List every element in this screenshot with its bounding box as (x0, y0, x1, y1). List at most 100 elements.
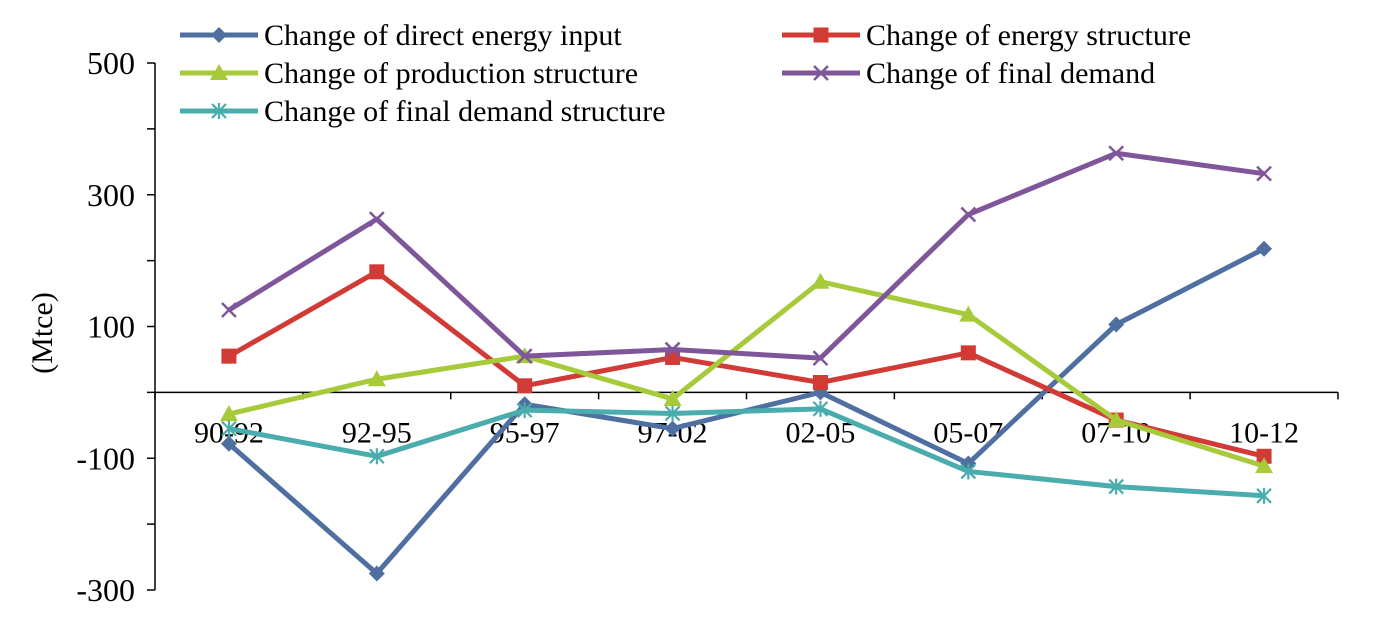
legend-marker (211, 27, 227, 43)
triangle-marker (210, 64, 228, 80)
data-point (664, 420, 681, 437)
data-point (663, 389, 682, 406)
series-line (228, 406, 1265, 499)
diamond-marker (211, 27, 227, 43)
data-point (1107, 411, 1126, 428)
data-point (812, 374, 828, 390)
square-marker (221, 348, 237, 364)
data-point (811, 272, 830, 289)
legend-label: Change of final demand structure (264, 95, 666, 128)
square-marker (517, 378, 533, 394)
data-point (960, 463, 977, 480)
series-line (227, 150, 1265, 361)
diamond-marker (664, 420, 681, 437)
x-tick-label: 02-05 (785, 416, 855, 449)
data-point (221, 420, 237, 437)
data-point (367, 370, 386, 387)
triangle-marker (959, 305, 978, 322)
y-tick-label: 100 (87, 309, 135, 345)
y-tick-label: -100 (76, 440, 135, 476)
y-axis-title: (Mtce) (26, 292, 59, 374)
data-point (220, 435, 237, 452)
data-point (368, 211, 385, 228)
data-point (1256, 448, 1272, 464)
data-point (812, 350, 829, 367)
data-point (1256, 487, 1272, 504)
data-point (221, 302, 237, 318)
data-point (664, 341, 681, 358)
series-line (227, 269, 1265, 459)
data-point (516, 348, 533, 365)
legend-label: Change of final demand (866, 57, 1155, 90)
legend-label: Change of production structure (264, 57, 638, 90)
triangle-marker (219, 405, 238, 422)
square-marker (1256, 448, 1272, 464)
legend-marker (211, 103, 227, 119)
data-point (219, 405, 238, 422)
data-point (1108, 316, 1125, 333)
data-point (369, 264, 385, 280)
data-point (517, 378, 533, 394)
data-point (1256, 240, 1273, 257)
square-marker (812, 374, 828, 390)
data-point (960, 345, 976, 361)
data-point (1108, 478, 1124, 495)
data-point (1255, 457, 1274, 474)
data-point (221, 348, 237, 364)
series-layer (219, 145, 1274, 582)
legend-item-4: Change of final demand (782, 57, 1155, 90)
diamond-marker (1108, 316, 1125, 333)
triangle-marker (811, 272, 830, 289)
series-3 (219, 272, 1274, 474)
legend-marker (813, 27, 829, 43)
axes: -300-10010030050090-9292-9595-9797-0202-… (26, 45, 1339, 608)
series-5 (221, 400, 1272, 504)
triangle-marker (663, 389, 682, 406)
data-point (516, 402, 533, 419)
legend-marker (210, 64, 228, 80)
data-point (959, 305, 978, 322)
diamond-marker (220, 435, 237, 452)
series-line (228, 279, 1265, 469)
x-marker-stroke (960, 206, 977, 223)
diamond-marker (368, 565, 385, 582)
series-4 (221, 145, 1272, 367)
triangle-marker (1107, 411, 1126, 428)
x-marker-stroke (812, 350, 829, 367)
data-point (1108, 145, 1125, 162)
data-point (812, 400, 829, 417)
x-tick-label: 92-95 (342, 416, 412, 449)
legend-item-3: Change of production structure (180, 57, 638, 90)
x-marker-stroke (664, 341, 681, 358)
legend-label: Change of direct energy input (264, 19, 622, 52)
data-point (1256, 165, 1272, 182)
y-tick-label: 500 (87, 45, 135, 81)
data-point (664, 405, 681, 422)
x-marker-stroke (368, 211, 385, 228)
y-tick-label: 300 (87, 177, 135, 213)
x-tick-label: 05-07 (933, 416, 1003, 449)
legend-marker (813, 65, 829, 81)
legend-item-5: Change of final demand structure (180, 95, 666, 128)
x-marker-stroke (1108, 145, 1125, 162)
x-marker-stroke (1256, 165, 1272, 182)
y-tick-label: -300 (76, 572, 135, 608)
x-tick-label: 10-12 (1229, 416, 1299, 449)
diamond-marker (1256, 240, 1273, 257)
legend: Change of direct energy input Change of e… (180, 19, 1191, 128)
square-marker (813, 27, 829, 43)
data-point (368, 565, 385, 582)
x-marker-stroke (813, 65, 829, 81)
legend-item-2: Change of energy structure (782, 19, 1191, 52)
square-marker (960, 345, 976, 361)
data-point (960, 206, 977, 223)
data-point (369, 448, 385, 465)
legend-label: Change of energy structure (866, 19, 1191, 52)
triangle-marker (367, 370, 386, 387)
square-marker (369, 264, 385, 280)
legend-item-1: Change of direct energy input (180, 19, 622, 52)
triangle-marker (1255, 457, 1274, 474)
x-marker-stroke (221, 302, 237, 318)
